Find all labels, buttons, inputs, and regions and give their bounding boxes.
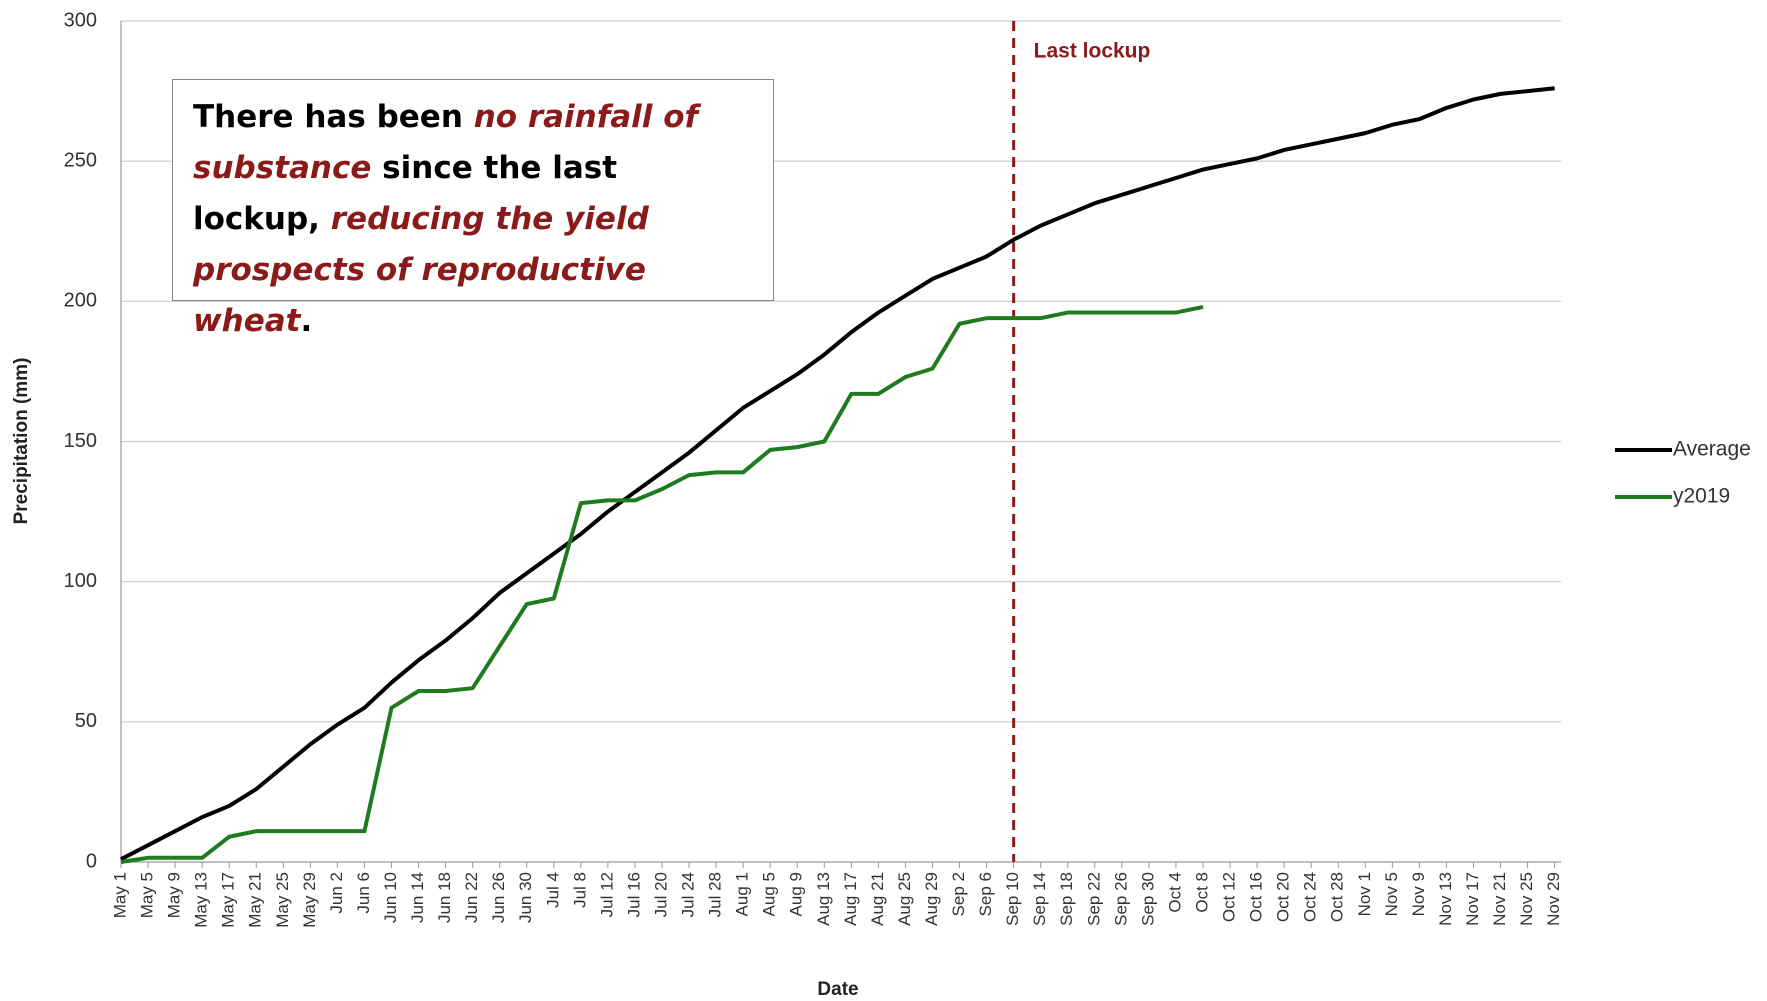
x-tick-label: Jul 28 xyxy=(706,872,725,917)
series-line xyxy=(120,304,1204,864)
x-tick-label: Aug 1 xyxy=(733,872,752,916)
x-tick-label: Oct 12 xyxy=(1220,872,1239,922)
annotation-text: . xyxy=(300,303,313,339)
x-tick-label: Aug 21 xyxy=(868,872,887,926)
x-tick-label: May 1 xyxy=(110,872,129,918)
x-tick-label: Sep 14 xyxy=(1030,872,1049,926)
marker-label: Last lockup xyxy=(1034,40,1151,63)
x-tick-label: Nov 1 xyxy=(1355,872,1374,916)
annotation-text: reducing the yield prospects of reproduc… xyxy=(193,201,649,339)
annotation-text: There has been xyxy=(193,99,474,135)
x-axis-label: Date xyxy=(817,979,858,1000)
y-tick-label: 50 xyxy=(75,710,97,732)
x-tick-label: Nov 29 xyxy=(1544,872,1563,926)
x-tick-label: Jul 20 xyxy=(651,872,670,917)
y-tick-label: 100 xyxy=(64,570,97,592)
x-tick-label: Sep 22 xyxy=(1084,872,1103,926)
x-tick-label: Sep 10 xyxy=(1003,872,1022,926)
x-tick-label: Jun 10 xyxy=(381,872,400,923)
y-tick-label: 300 xyxy=(64,9,97,31)
annotation-text: since the last lockup, xyxy=(193,150,618,237)
x-tick-label: Jun 14 xyxy=(408,872,427,923)
x-tick-label: Oct 20 xyxy=(1274,872,1293,922)
y-tick-label: 250 xyxy=(64,149,97,171)
x-tick-label: Jul 16 xyxy=(624,872,643,917)
x-tick-label: Jun 6 xyxy=(354,872,373,914)
x-tick-label: Nov 25 xyxy=(1517,872,1536,926)
x-tick-label: May 17 xyxy=(219,872,238,928)
x-tick-label: Jun 26 xyxy=(489,872,508,923)
x-tick-label: Aug 17 xyxy=(841,872,860,926)
legend-label: y2019 xyxy=(1673,485,1730,508)
x-tick-label: Nov 17 xyxy=(1463,872,1482,926)
x-tick-label: Jun 18 xyxy=(435,872,454,923)
x-tick-label: Oct 4 xyxy=(1165,872,1184,913)
x-tick-label: May 21 xyxy=(246,872,265,928)
x-tick-label: Jun 2 xyxy=(327,872,346,914)
x-tick-label: Jul 4 xyxy=(543,872,562,908)
x-tick-label: Aug 25 xyxy=(895,872,914,926)
x-tick-label: Sep 30 xyxy=(1138,872,1157,926)
x-tick-label: Nov 13 xyxy=(1436,872,1455,926)
x-tick-label: Sep 26 xyxy=(1111,872,1130,926)
y-tick-label: 200 xyxy=(64,290,97,312)
y-tick-label: 0 xyxy=(86,850,97,872)
x-tick-label: Jul 24 xyxy=(679,872,698,917)
x-tick-label: May 29 xyxy=(300,872,319,928)
x-tick-label: Aug 13 xyxy=(814,872,833,926)
x-tick-label: Aug 29 xyxy=(922,872,941,926)
x-tick-label: Nov 5 xyxy=(1382,872,1401,916)
annotation-text: no rainfall of substance xyxy=(193,99,698,186)
x-tick-label: Aug 5 xyxy=(760,872,779,916)
y-axis-label: Precipitation (mm) xyxy=(11,358,32,525)
x-tick-label: Oct 8 xyxy=(1192,872,1211,913)
y-tick-label: 150 xyxy=(64,430,97,452)
x-tick-label: May 9 xyxy=(165,872,184,918)
x-tick-label: May 25 xyxy=(273,872,292,928)
x-tick-label: Aug 9 xyxy=(787,872,806,916)
x-tick-label: Nov 21 xyxy=(1490,872,1509,926)
x-tick-label: Jun 30 xyxy=(516,872,535,923)
x-tick-label: Sep 6 xyxy=(976,872,995,916)
x-tick-label: Jul 8 xyxy=(570,872,589,908)
legend-label: Average xyxy=(1673,438,1751,461)
x-tick-label: Jul 12 xyxy=(597,872,616,917)
x-tick-label: Nov 9 xyxy=(1409,872,1428,916)
x-tick-label: May 5 xyxy=(138,872,157,918)
x-tick-label: Sep 18 xyxy=(1057,872,1076,926)
x-tick-label: Oct 28 xyxy=(1328,872,1347,922)
x-tick-label: Jun 22 xyxy=(462,872,481,923)
x-tick-label: Sep 2 xyxy=(949,872,968,916)
x-tick-label: May 13 xyxy=(192,872,211,928)
series-line xyxy=(120,86,1555,861)
annotation-box: There has been no rainfall of substance … xyxy=(172,79,774,339)
x-tick-label: Oct 16 xyxy=(1247,872,1266,922)
x-tick-label: Oct 24 xyxy=(1301,872,1320,922)
